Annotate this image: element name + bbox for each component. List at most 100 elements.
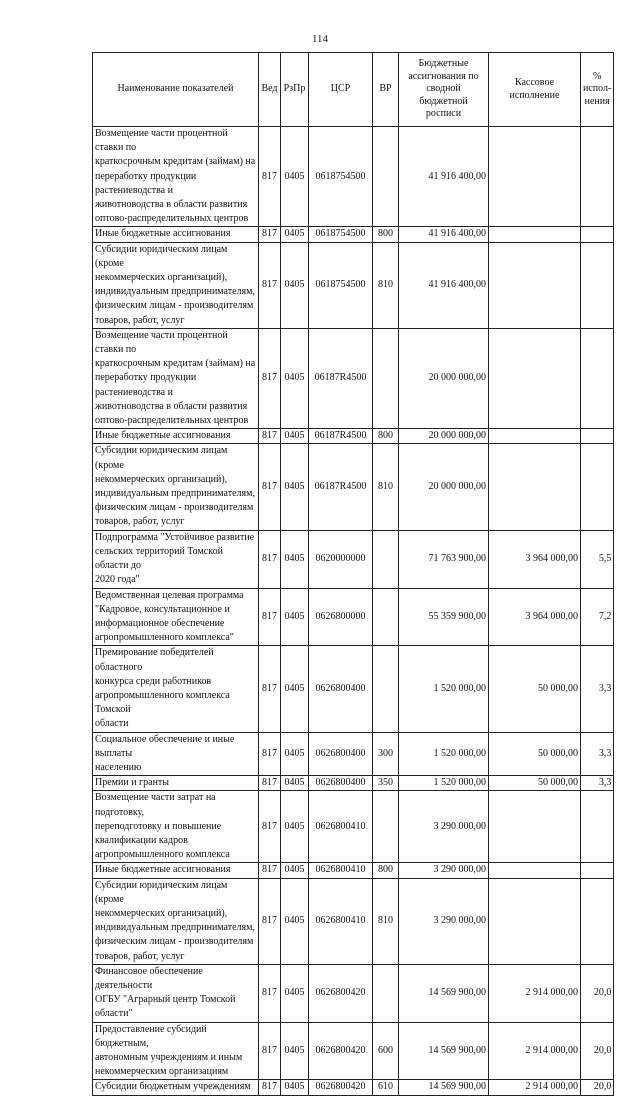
budget-table: Наименование показателей Вед РзПр ЦСР ВР… <box>92 52 615 1096</box>
cell-csr: 0626800410 <box>308 877 373 965</box>
cell-rzpr: 0405 <box>280 877 309 965</box>
cell-pct <box>579 428 615 445</box>
cell-budget: 41 916 400,00 <box>398 125 489 228</box>
cell-rzpr: 0405 <box>280 125 309 228</box>
cell-name: Субсидии юридическим лицам (кроме некомм… <box>92 443 259 531</box>
cell-ved: 817 <box>258 241 281 329</box>
cell-pct: 3,3 <box>579 731 615 777</box>
cell-cash: 3 964 000,00 <box>488 587 581 647</box>
cell-ved: 817 <box>258 226 281 243</box>
cell-rzpr: 0405 <box>280 775 309 792</box>
cell-ved: 817 <box>258 731 281 777</box>
cell-rzpr: 0405 <box>280 327 309 430</box>
cell-csr: 0620000000 <box>308 529 373 589</box>
cell-name: Субсидии юридическим лицам (кроме некомм… <box>92 241 259 329</box>
cell-name: Иные бюджетные ассигнования <box>92 226 259 243</box>
table-row: Субсидии юридическим лицам (кроме некомм… <box>92 443 615 531</box>
cell-rzpr: 0405 <box>280 1021 309 1081</box>
cell-cash <box>488 877 581 965</box>
table-row: Субсидии юридическим лицам (кроме некомм… <box>92 241 615 329</box>
table-header: Наименование показателей Вед РзПр ЦСР ВР… <box>92 52 615 127</box>
cell-vr: 800 <box>372 428 399 445</box>
cell-budget: 1 520 000,00 <box>398 645 489 733</box>
cell-cash <box>488 428 581 445</box>
cell-vr <box>372 529 399 589</box>
cell-csr: 06187R4500 <box>308 443 373 531</box>
cell-csr: 0626800400 <box>308 775 373 792</box>
cell-rzpr: 0405 <box>280 862 309 879</box>
cell-cash <box>488 125 581 228</box>
cell-csr: 0626800410 <box>308 862 373 879</box>
cell-ved: 817 <box>258 327 281 430</box>
cell-budget: 41 916 400,00 <box>398 241 489 329</box>
cell-budget: 14 569 900,00 <box>398 963 489 1023</box>
cell-pct <box>579 790 615 864</box>
cell-budget: 20 000 000,00 <box>398 428 489 445</box>
cell-rzpr: 0405 <box>280 587 309 647</box>
cell-cash <box>488 226 581 243</box>
cell-pct <box>579 125 615 228</box>
cell-vr <box>372 963 399 1023</box>
cell-pct <box>579 327 615 430</box>
cell-vr <box>372 327 399 430</box>
cell-csr: 0626800400 <box>308 645 373 733</box>
cell-name: Возмещение части процентной ставки по кр… <box>92 125 259 228</box>
cell-budget: 71 763 900,00 <box>398 529 489 589</box>
cell-rzpr: 0405 <box>280 790 309 864</box>
cell-ved: 817 <box>258 775 281 792</box>
cell-vr: 810 <box>372 877 399 965</box>
header-name: Наименование показателей <box>92 52 259 127</box>
cell-vr <box>372 645 399 733</box>
cell-pct <box>579 226 615 243</box>
cell-cash <box>488 241 581 329</box>
cell-csr: 0626800400 <box>308 731 373 777</box>
cell-ved: 817 <box>258 963 281 1023</box>
table-row: Премирование победителей областного конк… <box>92 645 615 733</box>
header-vr: ВР <box>372 52 399 127</box>
cell-cash: 2 914 000,00 <box>488 1079 581 1096</box>
cell-csr: 0626800420 <box>308 1079 373 1096</box>
cell-pct <box>579 241 615 329</box>
cell-budget: 20 000 000,00 <box>398 327 489 430</box>
cell-cash: 50 000,00 <box>488 775 581 792</box>
cell-ved: 817 <box>258 1021 281 1081</box>
table-row: Предоставление субсидий бюджетным, автон… <box>92 1021 615 1081</box>
cell-budget: 3 290 000,00 <box>398 877 489 965</box>
cell-budget: 55 359 900,00 <box>398 587 489 647</box>
table-row: Субсидии бюджетным учреждениям 817 0405 062… <box>92 1079 615 1096</box>
cell-csr: 0626800410 <box>308 790 373 864</box>
table-row: Ведомственная целевая программа "Кадрово… <box>92 587 615 647</box>
table-row: Возмещение части затрат на подготовку, п… <box>92 790 615 864</box>
cell-budget: 14 569 900,00 <box>398 1021 489 1081</box>
header-cash: Кассовое исполнение <box>488 52 581 127</box>
cell-budget: 3 290 000,00 <box>398 862 489 879</box>
cell-name: Подпрограмма "Устойчивое развитие сельск… <box>92 529 259 589</box>
cell-vr: 610 <box>372 1079 399 1096</box>
cell-name: Социальное обеспечение и иные выплаты на… <box>92 731 259 777</box>
cell-cash <box>488 327 581 430</box>
cell-rzpr: 0405 <box>280 443 309 531</box>
table-row: Социальное обеспечение и иные выплаты на… <box>92 731 615 777</box>
cell-csr: 0618754500 <box>308 125 373 228</box>
cell-ved: 817 <box>258 587 281 647</box>
cell-rzpr: 0405 <box>280 529 309 589</box>
cell-csr: 0626800420 <box>308 963 373 1023</box>
cell-budget: 1 520 000,00 <box>398 731 489 777</box>
cell-name: Предоставление субсидий бюджетным, автон… <box>92 1021 259 1081</box>
cell-rzpr: 0405 <box>280 428 309 445</box>
table-row: Возмещение части процентной ставки по кр… <box>92 125 615 228</box>
table-row: Иные бюджетные ассигнования 817 0405 062680… <box>92 862 615 879</box>
cell-cash: 3 964 000,00 <box>488 529 581 589</box>
cell-rzpr: 0405 <box>280 731 309 777</box>
header-ved: Вед <box>258 52 281 127</box>
cell-vr: 600 <box>372 1021 399 1081</box>
cell-pct <box>579 877 615 965</box>
cell-cash: 2 914 000,00 <box>488 963 581 1023</box>
cell-rzpr: 0405 <box>280 645 309 733</box>
cell-vr: 800 <box>372 862 399 879</box>
cell-vr <box>372 125 399 228</box>
header-percent: % испол-нения <box>579 52 615 127</box>
cell-vr: 810 <box>372 443 399 531</box>
cell-name: Ведомственная целевая программа "Кадрово… <box>92 587 259 647</box>
cell-pct: 20,0 <box>579 963 615 1023</box>
